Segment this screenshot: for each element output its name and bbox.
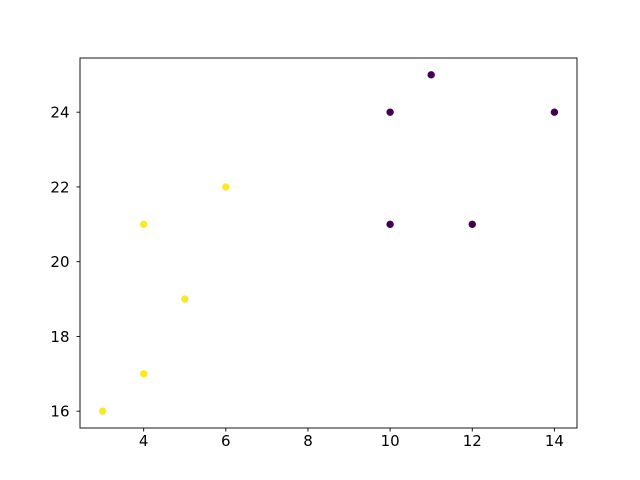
y-tick-label: 22 (50, 178, 69, 196)
scatter-point-cluster-purple (468, 220, 476, 229)
scatter-point-cluster-purple (427, 71, 435, 79)
scatter-point-cluster-yellow (139, 220, 148, 229)
y-axis: 16 18 20 22 24 (50, 104, 80, 421)
x-tick-label: 8 (303, 432, 313, 450)
scatter-point-cluster-purple (386, 108, 394, 116)
y-tick-label: 20 (50, 253, 69, 271)
data-points (98, 71, 559, 415)
plot-background (80, 58, 577, 428)
scatter-point-cluster-purple (550, 108, 559, 116)
scatter-point-cluster-yellow (139, 370, 148, 378)
x-tick-label: 14 (545, 432, 564, 450)
x-tick-label: 12 (463, 432, 482, 450)
plot-border (79, 57, 578, 429)
y-tick-label: 16 (50, 403, 69, 421)
scatter-point-cluster-purple (386, 220, 394, 229)
axes-spines (79, 57, 578, 429)
scatter-point-cluster-yellow (222, 183, 230, 191)
axes-face (80, 58, 577, 428)
x-tick-label: 6 (221, 432, 231, 450)
x-tick-label: 4 (139, 432, 149, 450)
scatter-point-cluster-yellow (98, 407, 107, 415)
y-tick-label: 18 (50, 328, 69, 346)
scatter-point-cluster-yellow (181, 295, 189, 303)
y-tick-label: 24 (50, 104, 69, 122)
x-tick-label: 10 (381, 432, 400, 450)
x-axis: 4 6 8 10 12 14 (139, 428, 564, 450)
